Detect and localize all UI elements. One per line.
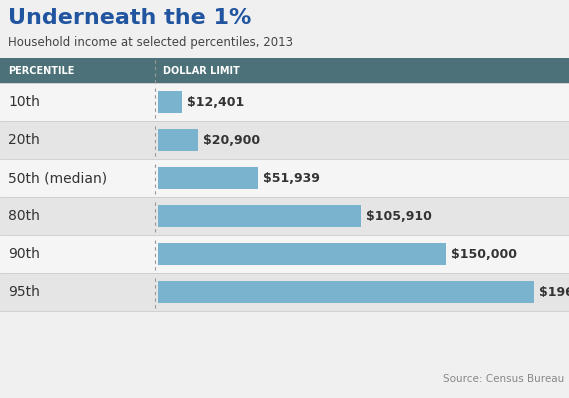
Text: 50th (median): 50th (median)	[8, 171, 107, 185]
Text: Source: Census Bureau: Source: Census Bureau	[443, 374, 564, 384]
Text: PERCENTILE: PERCENTILE	[8, 66, 75, 76]
FancyBboxPatch shape	[158, 129, 198, 151]
FancyBboxPatch shape	[0, 273, 569, 311]
Text: $12,401: $12,401	[187, 96, 244, 109]
Text: Underneath the 1%: Underneath the 1%	[8, 8, 251, 28]
Text: $20,900: $20,900	[203, 133, 260, 146]
FancyBboxPatch shape	[158, 205, 361, 227]
FancyBboxPatch shape	[158, 281, 534, 303]
Text: 10th: 10th	[8, 95, 40, 109]
Text: Household income at selected percentiles, 2013: Household income at selected percentiles…	[8, 36, 293, 49]
Text: 95th: 95th	[8, 285, 40, 299]
Text: $105,910: $105,910	[366, 209, 432, 222]
Text: DOLLAR LIMIT: DOLLAR LIMIT	[163, 66, 240, 76]
Text: $51,939: $51,939	[263, 172, 320, 185]
Text: 90th: 90th	[8, 247, 40, 261]
Text: 80th: 80th	[8, 209, 40, 223]
FancyBboxPatch shape	[158, 91, 182, 113]
FancyBboxPatch shape	[158, 167, 258, 189]
Text: $196,000: $196,000	[539, 285, 569, 298]
FancyBboxPatch shape	[0, 235, 569, 273]
Text: 20th: 20th	[8, 133, 40, 147]
FancyBboxPatch shape	[0, 197, 569, 235]
FancyBboxPatch shape	[0, 83, 569, 121]
FancyBboxPatch shape	[0, 159, 569, 197]
FancyBboxPatch shape	[0, 121, 569, 159]
FancyBboxPatch shape	[158, 243, 446, 265]
FancyBboxPatch shape	[0, 58, 569, 83]
Text: $150,000: $150,000	[451, 248, 517, 261]
